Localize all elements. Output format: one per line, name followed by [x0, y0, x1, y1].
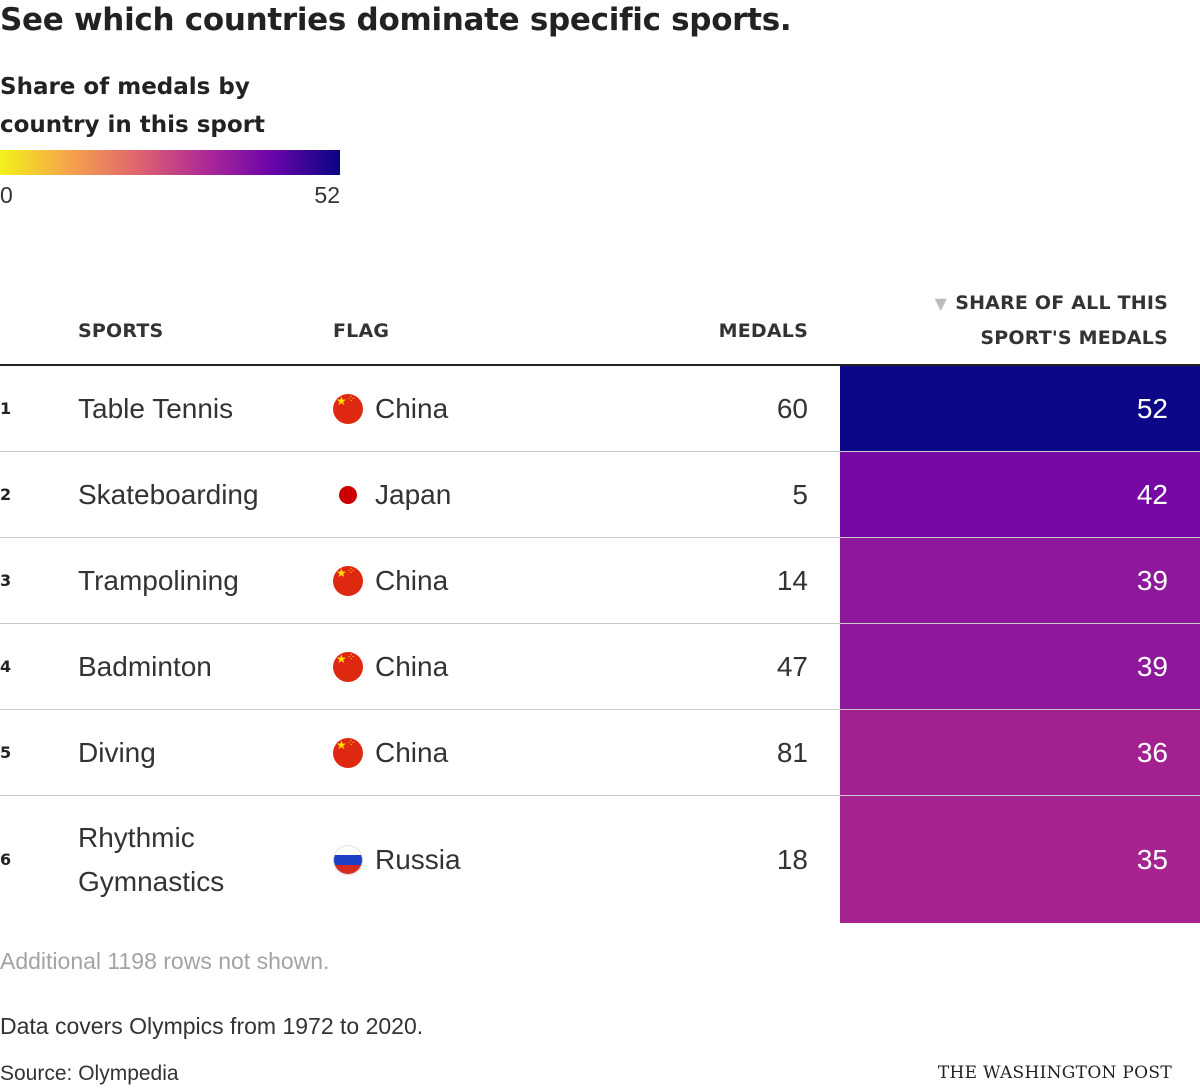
table-row: 5 Diving China 81 36 — [0, 710, 1200, 796]
country-cell: China — [333, 538, 448, 623]
column-header-medals[interactable]: MEDALS — [718, 320, 808, 342]
publisher-credit: THE WASHINGTON POST — [937, 1063, 1172, 1083]
china-flag-icon — [333, 651, 363, 682]
table-row: 2 Skateboarding Japan 5 42 — [0, 452, 1200, 538]
country-name: China — [375, 736, 449, 768]
table-row: 6 Rhythmic Gymnastics Russia 18 35 — [0, 796, 1200, 923]
rank-cell: 2 — [0, 485, 12, 504]
legend-min-label: 0 — [0, 182, 13, 208]
share-value: 42 — [1136, 478, 1168, 510]
source-note: Source: Olympedia — [0, 1062, 179, 1085]
share-heat-cell: 36 — [840, 710, 1200, 795]
header-divider — [0, 364, 1200, 366]
china-flag-icon — [333, 737, 363, 768]
country-cell: Japan — [333, 452, 451, 537]
data-caption: Data covers Olympics from 1972 to 2020. — [0, 1013, 424, 1039]
share-heat-cell: 35 — [840, 796, 1200, 923]
rank-cell: 1 — [0, 399, 12, 418]
country-name: China — [375, 650, 449, 682]
country-cell: China — [333, 710, 448, 795]
rank-cell: 3 — [0, 571, 12, 590]
column-header-share-label: SHARE OF ALL THIS SPORT'S MEDALS — [955, 292, 1168, 349]
share-heat-cell: 39 — [840, 538, 1200, 623]
russia-flag-icon — [333, 844, 363, 875]
sport-cell: Diving — [78, 736, 156, 768]
share-heat-cell: 52 — [840, 366, 1200, 451]
country-cell: China — [333, 366, 448, 451]
rank-cell: 4 — [0, 657, 12, 676]
sport-cell: Table Tennis — [78, 392, 234, 424]
medals-cell: 18 — [776, 843, 808, 875]
china-flag-icon — [333, 393, 363, 424]
table-row: 3 Trampolining China 14 39 — [0, 538, 1200, 624]
rows-hidden-note: Additional 1198 rows not shown. — [0, 948, 330, 974]
country-cell: China — [333, 624, 448, 709]
country-name: China — [375, 392, 449, 424]
share-value: 35 — [1136, 843, 1168, 875]
rank-cell: 5 — [0, 743, 12, 762]
medals-cell: 47 — [776, 650, 808, 682]
country-name: China — [375, 564, 449, 596]
sport-cell: Trampolining — [78, 564, 239, 596]
color-scale-bar — [0, 150, 340, 175]
share-value: 52 — [1136, 392, 1168, 424]
legend-title: Share of medals by country in this sport — [0, 74, 266, 138]
medals-cell: 14 — [776, 564, 808, 596]
rank-cell: 6 — [0, 850, 12, 869]
country-name: Japan — [375, 478, 452, 510]
sport-cell: Rhythmic Gymnastics — [78, 821, 225, 897]
japan-flag-icon — [333, 480, 363, 510]
column-header-share[interactable]: ▼ SHARE OF ALL THIS SPORT'S MEDALS — [880, 286, 1168, 355]
share-value: 39 — [1136, 650, 1168, 682]
medals-cell: 5 — [792, 478, 808, 510]
country-name: Russia — [375, 843, 461, 875]
sport-cell: Badminton — [78, 650, 212, 682]
medals-cell: 60 — [776, 392, 808, 424]
table-row: 4 Badminton China 47 39 — [0, 624, 1200, 710]
sport-cell: Skateboarding — [78, 478, 259, 510]
share-heat-cell: 42 — [840, 452, 1200, 537]
sort-descending-icon: ▼ — [934, 294, 948, 313]
share-heat-cell: 39 — [840, 624, 1200, 709]
table-row: 1 Table Tennis China 60 52 — [0, 366, 1200, 452]
chart-title: See which countries dominate specific sp… — [0, 2, 792, 38]
column-header-sports[interactable]: SPORTS — [78, 320, 164, 342]
china-flag-icon — [333, 565, 363, 596]
country-cell: Russia — [333, 796, 461, 923]
share-value: 36 — [1136, 736, 1168, 768]
legend-max-label: 52 — [314, 182, 340, 208]
column-header-flag[interactable]: FLAG — [333, 320, 390, 342]
share-value: 39 — [1136, 564, 1168, 596]
medals-cell: 81 — [776, 736, 808, 768]
